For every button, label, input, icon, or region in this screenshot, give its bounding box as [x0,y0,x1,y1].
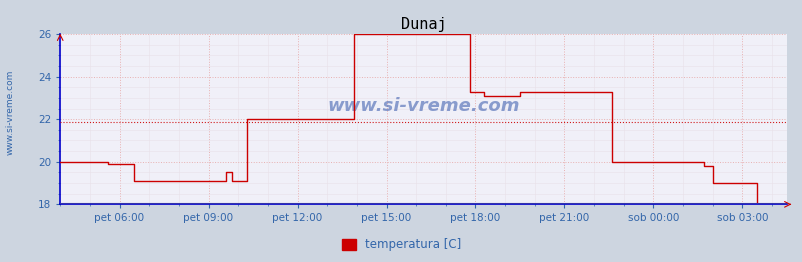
Legend: temperatura [C]: temperatura [C] [336,234,466,256]
Text: www.si-vreme.com: www.si-vreme.com [327,97,519,114]
Title: Dunaj: Dunaj [400,17,446,31]
Text: www.si-vreme.com: www.si-vreme.com [6,70,15,155]
